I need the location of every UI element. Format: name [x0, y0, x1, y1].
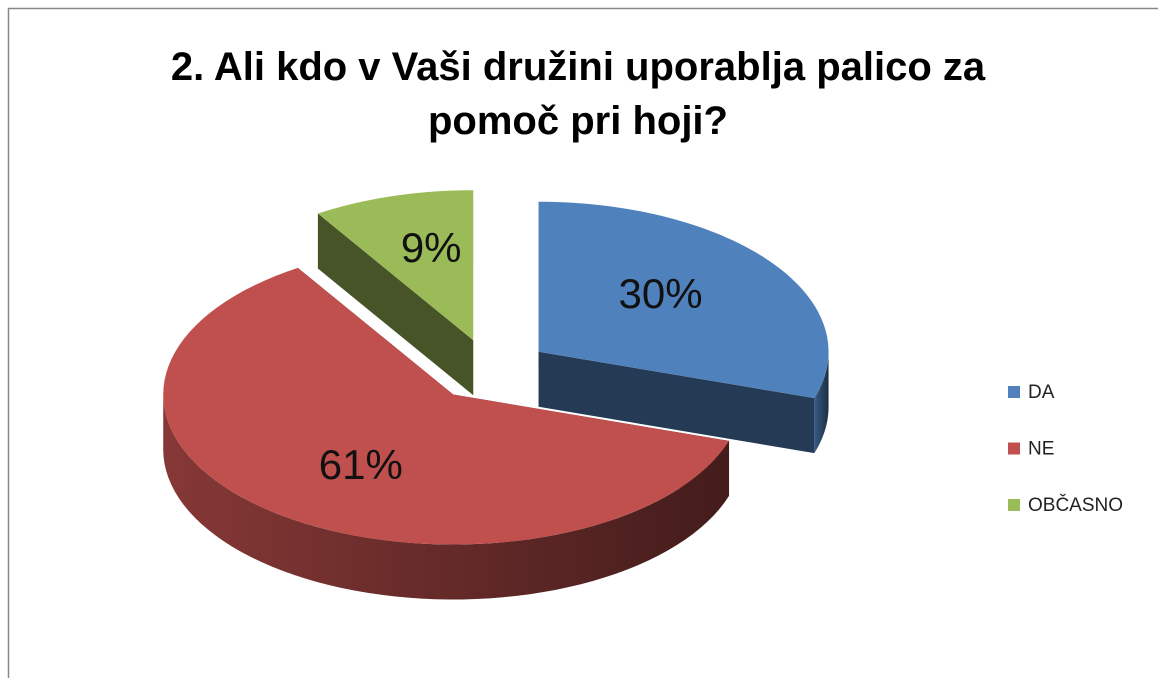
legend-swatch — [1008, 499, 1020, 511]
legend-label: NE — [1028, 439, 1054, 460]
slice-cut-face — [317, 213, 474, 396]
chart-title: 2. Ali kdo v Vaši družini uporablja pali… — [170, 45, 986, 143]
legend-swatch — [1008, 442, 1020, 455]
slice-top — [317, 190, 474, 341]
pie-slice — [538, 201, 829, 454]
slice-side-wall — [163, 394, 730, 600]
legend-label: DA — [1028, 382, 1055, 403]
slice-side-wall — [814, 351, 829, 454]
pie-slice — [317, 190, 474, 396]
data-label: 30% — [619, 270, 703, 317]
legend-swatch — [1008, 386, 1020, 398]
legend-label: OBČASNO — [1028, 494, 1123, 516]
slice-top — [538, 201, 829, 399]
slice-top — [163, 267, 730, 545]
slice-cut-face — [538, 351, 815, 454]
pie-slice — [163, 267, 730, 600]
data-label: 9% — [401, 224, 462, 271]
data-label: 61% — [319, 441, 403, 488]
